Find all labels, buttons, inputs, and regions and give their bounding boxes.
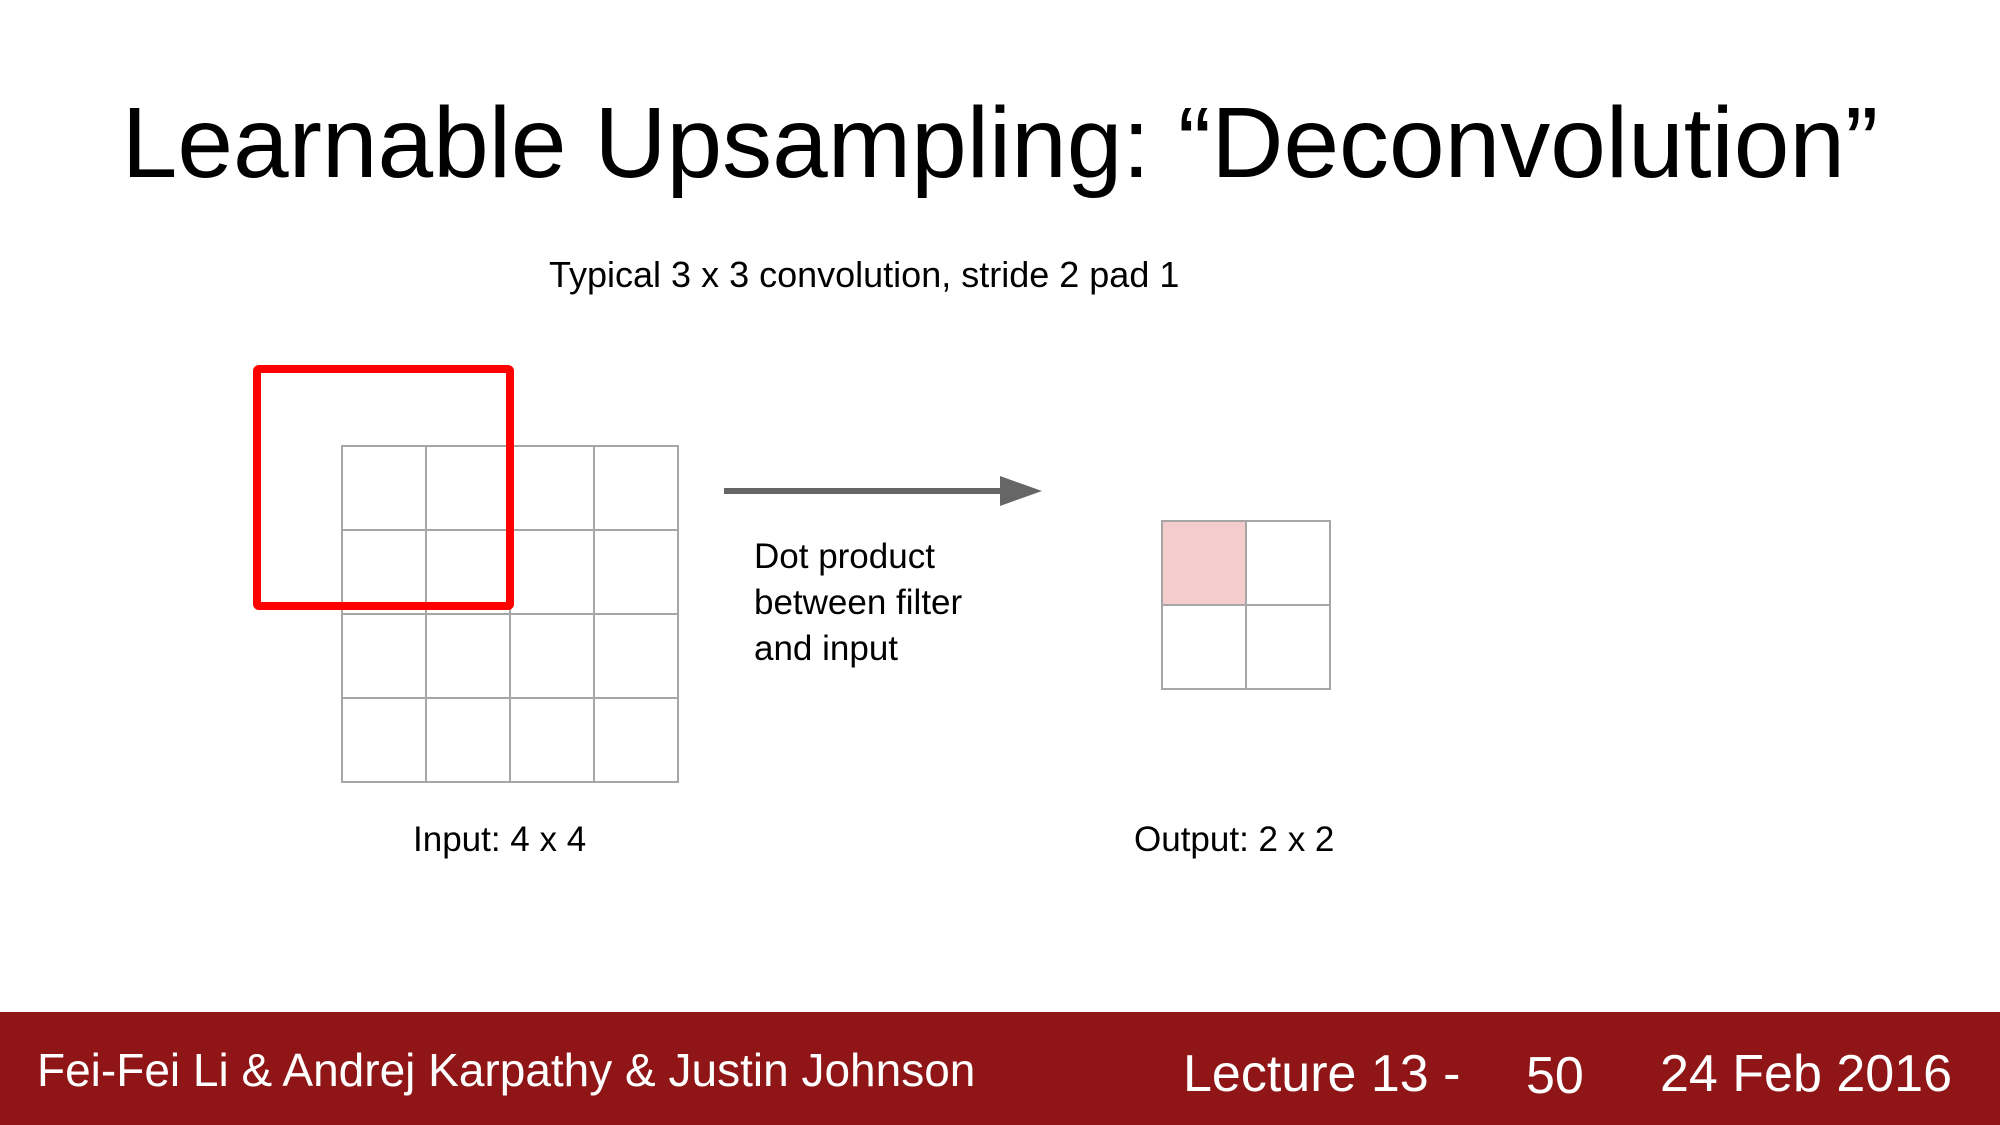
- input-cell-1-1: [425, 529, 511, 615]
- input-cell-2-1: [425, 613, 511, 699]
- input-cell-0-2: [509, 445, 595, 531]
- input-cell-3-1: [425, 697, 511, 783]
- output-cell-1-0: [1161, 604, 1247, 690]
- dot-product-line-2: between filter: [754, 583, 963, 622]
- output-cell-0-0: [1161, 520, 1247, 606]
- input-cell-1-0: [341, 529, 427, 615]
- output-cell-0-1: [1245, 520, 1331, 606]
- footer-bar: Fei-Fei Li & Andrej Karpathy & Justin Jo…: [0, 1012, 2000, 1125]
- arrow-head: [1000, 476, 1042, 506]
- input-cell-0-3: [593, 445, 679, 531]
- dot-product-text: Dot product between filter and input: [754, 534, 962, 672]
- output-grid: [1161, 520, 1331, 690]
- dot-product-line-3: and input: [754, 629, 899, 668]
- arrow: [724, 476, 1042, 506]
- footer-lecture: Lecture 13 -: [1183, 1045, 1461, 1103]
- input-cell-0-0: [341, 445, 427, 531]
- input-cell-1-3: [593, 529, 679, 615]
- footer-authors: Fei-Fei Li & Andrej Karpathy & Justin Jo…: [37, 1044, 976, 1096]
- input-cell-1-2: [509, 529, 595, 615]
- input-cell-0-1: [425, 445, 511, 531]
- footer-page-number: 50: [1526, 1047, 1584, 1105]
- input-cell-2-0: [341, 613, 427, 699]
- input-cell-2-3: [593, 613, 679, 699]
- input-cell-3-3: [593, 697, 679, 783]
- filter-box: [253, 365, 514, 610]
- slide-title: Learnable Upsampling: “Deconvolution”: [121, 87, 1879, 199]
- footer-date: 24 Feb 2016: [1660, 1045, 1953, 1103]
- input-grid: [341, 445, 679, 783]
- input-label: Input: 4 x 4: [413, 820, 587, 859]
- dot-product-line-1: Dot product: [754, 537, 935, 576]
- input-cell-2-2: [509, 613, 595, 699]
- output-label: Output: 2 x 2: [1134, 820, 1335, 859]
- slide-subtitle: Typical 3 x 3 convolution, stride 2 pad …: [549, 254, 1180, 295]
- input-cell-3-0: [341, 697, 427, 783]
- input-cell-3-2: [509, 697, 595, 783]
- output-cell-1-1: [1245, 604, 1331, 690]
